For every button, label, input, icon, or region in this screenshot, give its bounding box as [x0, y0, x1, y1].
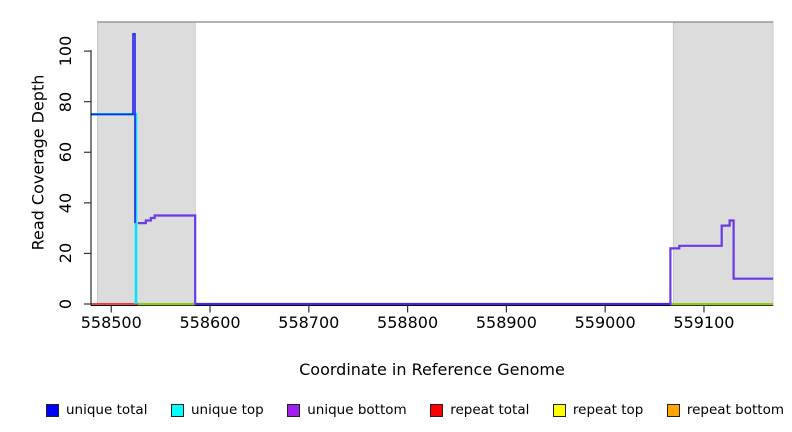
x-tick-label: 558800	[377, 313, 439, 332]
x-tick-label: 558900	[475, 313, 537, 332]
legend-item-repeat-total: repeat total	[430, 402, 529, 418]
x-tick-label: 558700	[278, 313, 340, 332]
series-unique-bottom	[137, 214, 774, 306]
y-tick-label: 60	[56, 142, 75, 163]
legend-label: unique top	[191, 402, 264, 418]
x-tick-label: 559000	[574, 313, 636, 332]
legend-label: repeat bottom	[686, 402, 784, 418]
left-shaded-region	[97, 21, 196, 305]
legend: unique total unique top unique bottom repea…	[46, 398, 784, 422]
legend-swatch-icon	[46, 403, 59, 417]
legend-label: unique bottom	[307, 402, 407, 418]
y-tick-label: 0	[56, 298, 75, 310]
legend-swatch-icon	[430, 403, 444, 417]
legend-swatch-icon	[287, 403, 301, 417]
x-tick-label: 558500	[80, 313, 142, 332]
y-tick-label: 40	[56, 192, 75, 214]
legend-item-unique-total: unique total	[46, 402, 147, 418]
y-axis-title: Read Coverage Depth	[28, 74, 48, 251]
series-unique-total-left	[91, 33, 136, 224]
legend-item-repeat-top: repeat top	[552, 402, 644, 418]
legend-item-repeat-bottom: repeat bottom	[666, 402, 784, 418]
legend-swatch-icon	[552, 403, 566, 417]
legend-label: repeat total	[450, 402, 530, 418]
legend-swatch-icon	[171, 403, 184, 417]
legend-label: unique total	[66, 402, 148, 418]
x-axis-title: Coordinate in Reference Genome	[299, 360, 565, 379]
legend-item-unique-top: unique top	[171, 402, 264, 418]
y-tick-label: 20	[56, 243, 75, 264]
legend-item-unique-bottom: unique bottom	[287, 402, 407, 418]
y-tick-label: 100	[56, 35, 75, 67]
right-shaded-region	[672, 21, 774, 305]
legend-swatch-icon	[666, 403, 680, 417]
x-tick-label: 559100	[673, 313, 735, 332]
y-tick-label: 80	[56, 91, 75, 112]
legend-label: repeat top	[572, 402, 644, 418]
x-tick-label: 558600	[179, 313, 241, 332]
